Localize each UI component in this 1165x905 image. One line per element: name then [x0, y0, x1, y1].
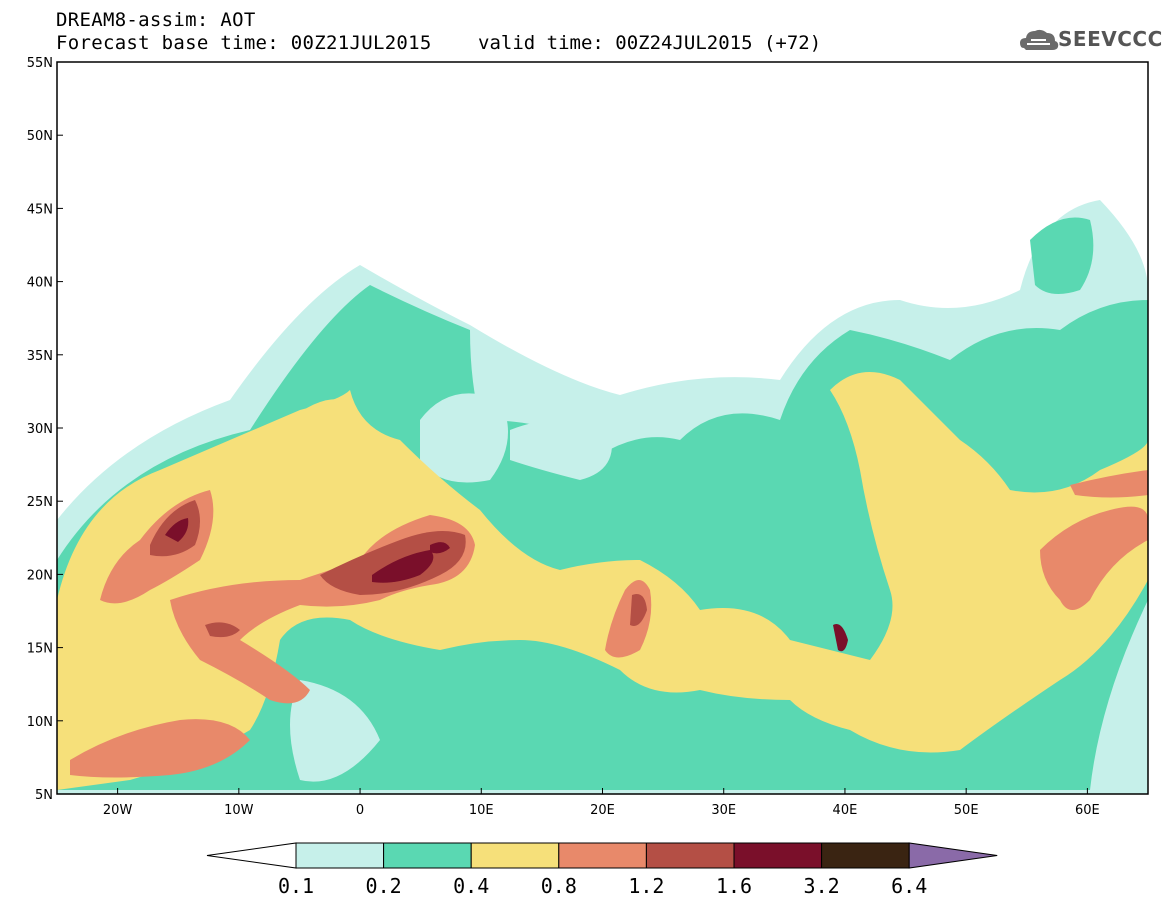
aot-contour-1.6-niger — [372, 550, 434, 583]
lat-label: 50N — [27, 129, 53, 144]
colorbar-label: 0.2 — [366, 874, 402, 898]
colorbar-segment — [821, 842, 910, 869]
aot-contour-0.8-south — [70, 719, 250, 778]
colorbar-segment — [733, 842, 823, 869]
lat-label: 40N — [27, 276, 53, 291]
latitude-axis: 55N 50N 45N 40N 35N 30N 25N 20N 15N 10N 5N — [27, 56, 63, 803]
aot-contour-0.8-oman — [1040, 506, 1148, 610]
colorbar-label: 0.8 — [541, 874, 577, 898]
colorbar-high-arrow — [908, 842, 998, 869]
colorbar-label: 1.2 — [628, 874, 664, 898]
aot-contour-1.2-mali — [205, 622, 240, 638]
valid-time: valid time: 00Z24JUL2015 (+72) — [478, 32, 822, 54]
lon-label: 10W — [224, 803, 254, 818]
aot-contour-1.6-eritrea — [833, 624, 848, 652]
lat-label: 35N — [27, 349, 53, 364]
colorbar-label: 1.6 — [716, 874, 752, 898]
lon-label: 40E — [833, 803, 858, 818]
aot-contour-1.6-mauritania — [165, 518, 189, 542]
map-title: DREAM8-assim: AOT — [56, 9, 256, 31]
lat-label: 10N — [27, 715, 53, 730]
lat-label: 5N — [35, 788, 53, 803]
lat-label: 45N — [27, 202, 53, 217]
colorbar-segment — [470, 842, 560, 869]
aot-contour-0.1-sahel — [290, 680, 380, 782]
lon-label: 20E — [590, 803, 615, 818]
colorbar-label: 6.4 — [891, 874, 927, 898]
colorbar-label: 3.2 — [804, 874, 840, 898]
lon-label: 50E — [954, 803, 979, 818]
lat-label: 25N — [27, 495, 53, 510]
colorbar-segment — [558, 842, 647, 869]
colorbar-label: 0.1 — [278, 874, 314, 898]
colorbar-segment — [295, 842, 385, 869]
aot-contour-1.6-niger-b — [430, 542, 450, 554]
lat-label: 20N — [27, 568, 53, 583]
aot-contour-0.4-morocco — [290, 399, 346, 440]
lon-label: 10E — [469, 803, 494, 818]
forecast-base-time: Forecast base time: 00Z21JUL2015 — [56, 32, 432, 54]
colorbar-label: 0.4 — [453, 874, 489, 898]
colorbar-segment — [645, 842, 735, 869]
aot-contour-1.2-chad — [630, 594, 647, 626]
cloud-icon — [1020, 29, 1059, 50]
colorbar-low-arrow — [206, 842, 297, 869]
aot-field — [57, 62, 1148, 794]
longitude-axis: 20W 10W 0 10E 20E 30E 40E 50E 60E — [103, 788, 1100, 818]
lon-label: 60E — [1075, 803, 1100, 818]
lon-label: 0 — [356, 803, 364, 818]
aot-contour-0.1-egypt — [510, 420, 612, 480]
lat-label: 55N — [27, 56, 53, 71]
logo-text: SEEVCCC — [1058, 27, 1163, 51]
lat-label: 15N — [27, 642, 53, 657]
aot-contour-0.1-libya — [420, 393, 508, 483]
lon-label: 30E — [711, 803, 736, 818]
lon-label: 20W — [103, 803, 133, 818]
colorbar-segment — [383, 842, 472, 869]
aot-contour-0.4 — [57, 372, 1148, 790]
aot-contour-0.2-caspian — [1030, 217, 1094, 294]
lat-label: 30N — [27, 422, 53, 437]
aot-contour-0.8-uae — [1070, 470, 1148, 498]
